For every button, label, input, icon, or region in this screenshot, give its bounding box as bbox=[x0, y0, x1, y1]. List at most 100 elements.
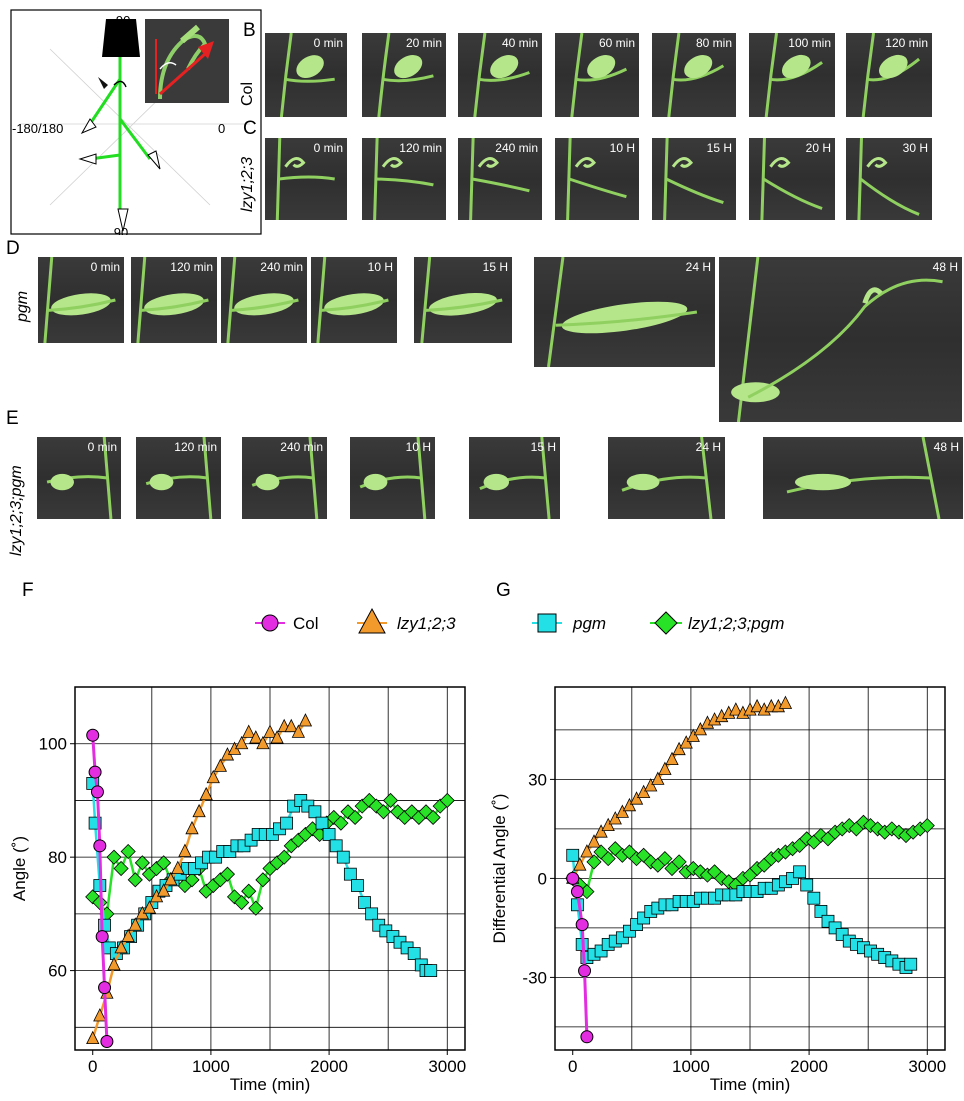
data-point bbox=[586, 854, 602, 870]
data-point bbox=[276, 849, 292, 865]
time-label: 48 H bbox=[933, 440, 959, 454]
time-label: 60 min bbox=[598, 36, 635, 50]
y-tick-label: 30 bbox=[528, 770, 547, 789]
x-tick-label: 2000 bbox=[310, 1057, 348, 1076]
data-point bbox=[594, 824, 608, 838]
time-label: 20 H bbox=[805, 141, 831, 155]
series-lzy1-2-3 bbox=[86, 713, 313, 1045]
data-point bbox=[573, 857, 587, 871]
data-point bbox=[566, 848, 580, 862]
panel-b-photo: 120 min bbox=[846, 33, 932, 117]
panel-c-photo: 120 min bbox=[362, 138, 446, 220]
legend-label-lzy: lzy1;2;3 bbox=[397, 614, 456, 633]
data-point bbox=[248, 900, 264, 916]
y-axis-label: Differential Angle (˚) bbox=[490, 794, 509, 944]
panel-c-photo: 30 H bbox=[846, 138, 932, 220]
data-point bbox=[86, 1030, 100, 1045]
y-tick-label: 80 bbox=[48, 848, 67, 867]
time-label: 15 H bbox=[482, 260, 508, 274]
time-label: 0 min bbox=[313, 36, 343, 50]
data-point bbox=[778, 695, 793, 709]
legend-label-col: Col bbox=[293, 614, 319, 633]
y-tick-label: -30 bbox=[522, 968, 547, 987]
data-point bbox=[329, 839, 343, 853]
panel-d-photo: 120 min bbox=[131, 257, 217, 343]
data-point bbox=[185, 820, 199, 835]
data-point bbox=[156, 883, 171, 897]
data-point bbox=[322, 828, 336, 841]
data-point bbox=[333, 815, 349, 831]
panel-b-photo: 20 min bbox=[362, 33, 446, 117]
data-point bbox=[241, 883, 257, 899]
legend: Col lzy1;2;3 pgm lzy1;2;3;pgm bbox=[255, 607, 784, 635]
data-point bbox=[622, 797, 637, 812]
data-point bbox=[128, 917, 142, 931]
x-axis-label: Time (min) bbox=[230, 1075, 311, 1094]
time-label: 240 min bbox=[495, 141, 538, 155]
data-point bbox=[407, 947, 421, 960]
time-label: 120 min bbox=[170, 260, 213, 274]
data-point bbox=[919, 818, 935, 834]
data-point bbox=[750, 698, 764, 713]
panel-c-genotype: lzy1;2;3 bbox=[239, 156, 256, 212]
legend-item-lzypgm: lzy1;2;3;pgm bbox=[650, 611, 784, 635]
data-point bbox=[814, 904, 828, 918]
data-point bbox=[580, 1030, 594, 1044]
data-point bbox=[651, 771, 665, 785]
data-point bbox=[213, 758, 228, 772]
panel-d-photo: 24 H bbox=[534, 257, 715, 367]
panel-c-photo: 20 H bbox=[749, 138, 835, 220]
data-point bbox=[284, 718, 298, 733]
data-point bbox=[351, 879, 364, 892]
data-point bbox=[600, 851, 616, 867]
plot-frame bbox=[74, 686, 466, 1051]
data-point bbox=[365, 907, 379, 921]
data-point bbox=[93, 839, 107, 853]
data-point bbox=[127, 872, 143, 888]
time-label: 24 H bbox=[695, 440, 721, 454]
time-label: 120 min bbox=[885, 36, 928, 50]
series-lzy1-2-3 bbox=[566, 695, 793, 884]
data-point bbox=[793, 865, 807, 879]
legend-label-lzypgm: lzy1;2;3;pgm bbox=[688, 614, 784, 633]
data-point bbox=[270, 730, 284, 744]
time-label: 240 min bbox=[280, 440, 323, 454]
data-point bbox=[234, 735, 249, 750]
panel-d-photo: 0 min bbox=[38, 257, 124, 343]
data-point bbox=[657, 851, 673, 867]
y-tick-label: 60 bbox=[48, 962, 67, 981]
panel-e-genotype: lzy1;2;3;pgm bbox=[8, 465, 25, 556]
time-label: 0 min bbox=[87, 440, 117, 454]
plot-frame bbox=[554, 686, 946, 1051]
panel-e-photo: 120 min bbox=[136, 437, 221, 519]
data-point bbox=[658, 761, 672, 775]
data-point bbox=[298, 713, 313, 727]
time-label: 40 min bbox=[501, 36, 538, 50]
data-point bbox=[315, 816, 329, 830]
time-label: 120 min bbox=[399, 141, 442, 155]
data-point bbox=[679, 735, 693, 749]
x-axis-label: Time (min) bbox=[710, 1075, 791, 1094]
data-point bbox=[88, 765, 102, 779]
panel-d-label: D bbox=[6, 238, 20, 259]
panel-b-photo: 0 min bbox=[265, 33, 347, 117]
data-point bbox=[904, 957, 918, 971]
time-label: 30 H bbox=[902, 141, 928, 155]
panel-b-photo: 100 min bbox=[749, 33, 835, 117]
data-point bbox=[95, 930, 109, 944]
data-point bbox=[199, 786, 213, 801]
panel-a-diagram: -90 -180/180 0 90 bbox=[10, 9, 262, 235]
panel-d-photo: 48 H bbox=[719, 257, 962, 422]
data-point bbox=[106, 849, 122, 865]
data-point bbox=[142, 900, 157, 914]
data-point bbox=[566, 871, 580, 885]
panel-e-photo: 0 min bbox=[37, 437, 121, 519]
data-point bbox=[336, 850, 350, 864]
panel-b-label: B bbox=[243, 20, 256, 41]
series-Col bbox=[566, 871, 594, 1044]
panel-e-label: E bbox=[6, 408, 19, 429]
data-point bbox=[113, 860, 129, 877]
x-tick-label: 1000 bbox=[672, 1057, 710, 1076]
data-point bbox=[425, 809, 441, 826]
x-tick-label: 3000 bbox=[908, 1057, 946, 1076]
